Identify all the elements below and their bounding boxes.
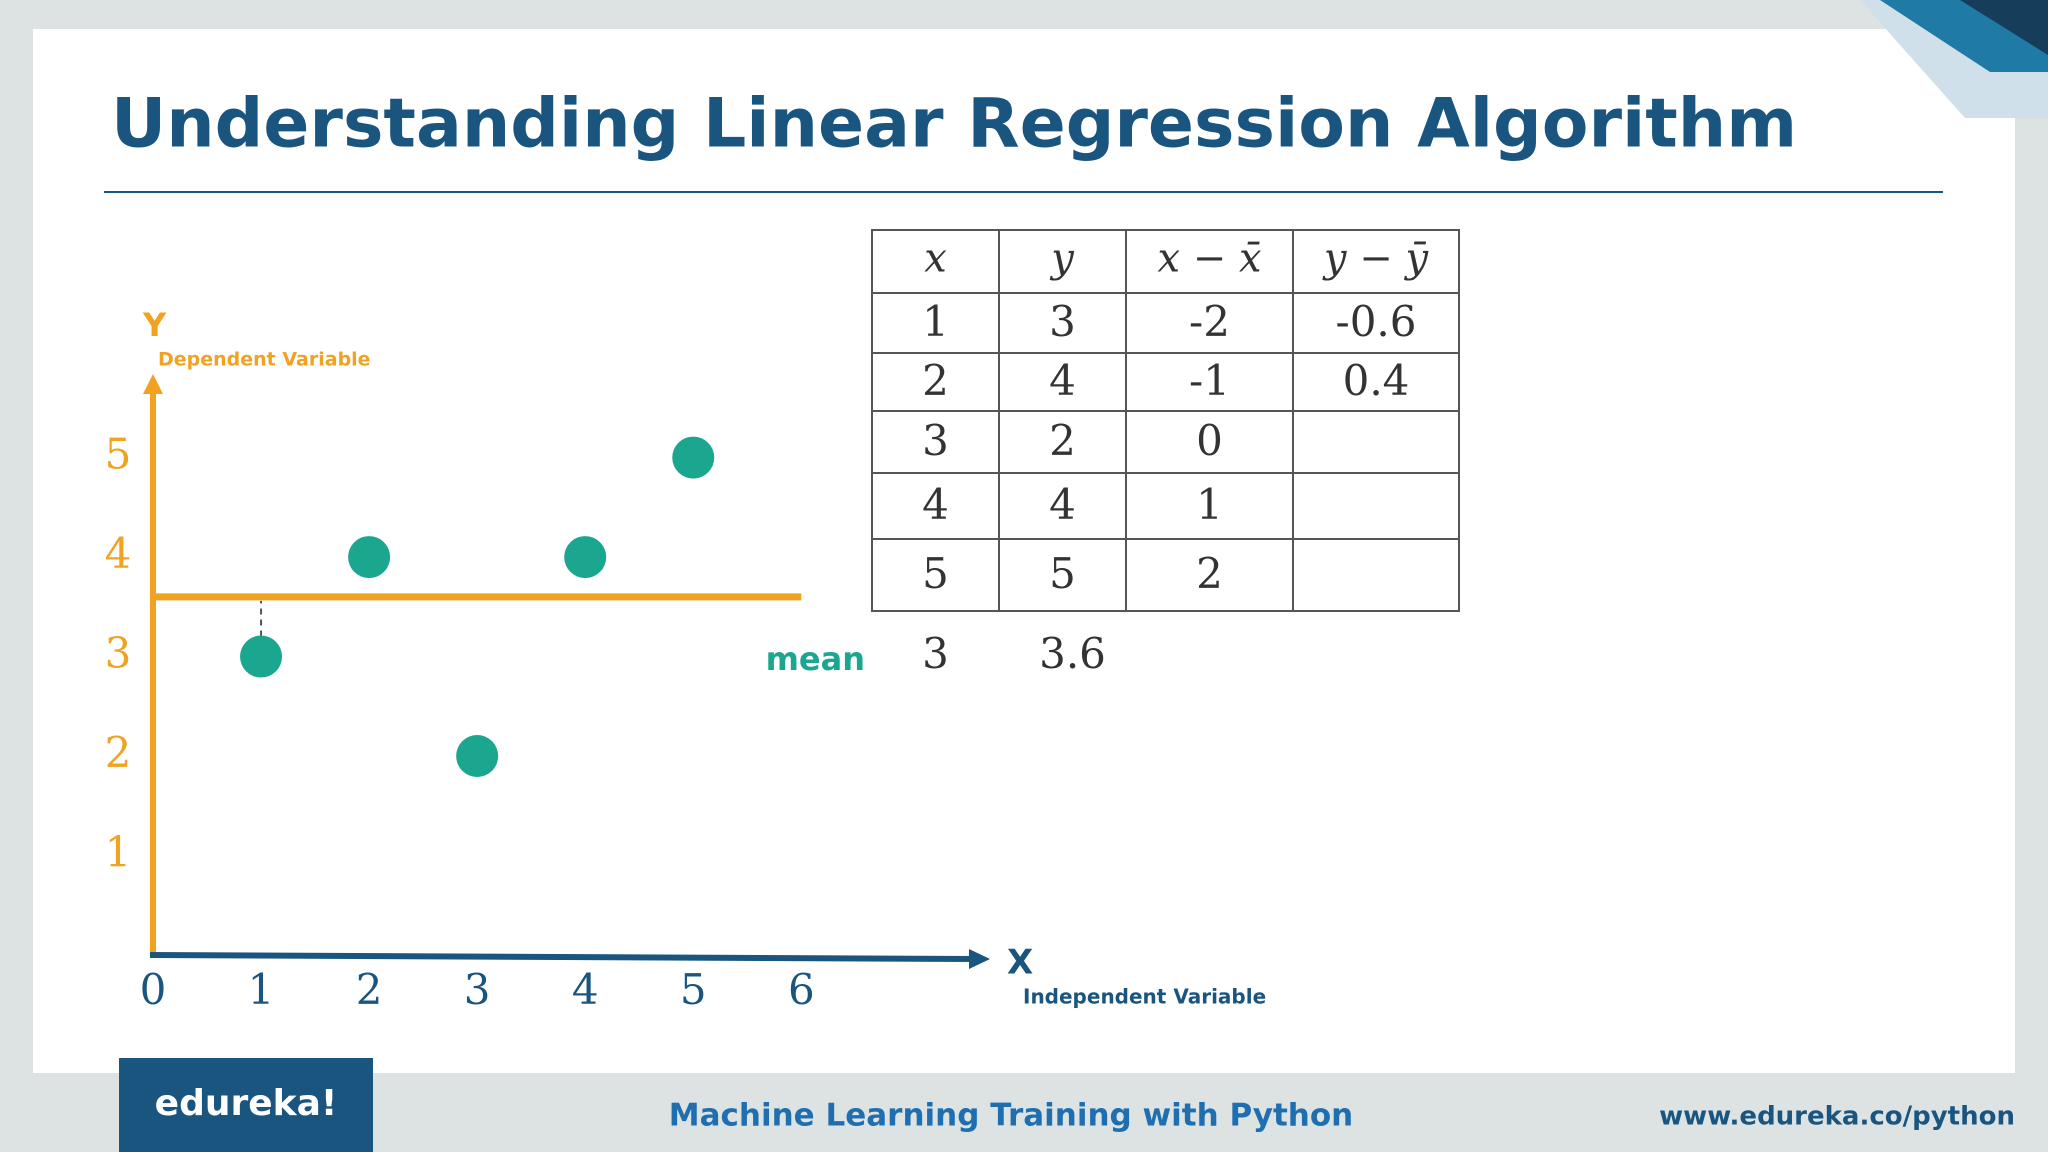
table-cell: 5 [1049,549,1076,598]
table-cell: 5 [922,549,949,598]
table: x y x − x̄ y − ȳ 1 3 -2 -0.6 2 4 -1 0.4 3 2 0 4 4 1 5 5 2 mea… [766,229,1460,678]
y-tick-label: 3 [105,629,132,678]
table-cell: 4 [1049,480,1076,529]
table-cell: 2 [922,356,949,405]
y-tick-label: 1 [105,828,132,877]
x-axis [149,952,974,962]
x-tick-label: 3 [464,965,491,1014]
table-header: y [1049,236,1075,282]
table-cell: 4 [1049,356,1076,405]
x-tick-label: 6 [788,965,815,1014]
table-cell: 1 [1196,480,1223,529]
x-tick-label: 5 [680,965,707,1014]
mean-label: mean [766,640,865,678]
mean-value: 3.6 [1039,629,1106,678]
table-header: x − x̄ [1157,236,1261,282]
point [564,536,607,579]
point [240,635,283,678]
point [672,436,715,479]
table-cell: -2 [1189,297,1230,346]
table-cell: 4 [922,480,949,529]
y-tick-label: 5 [105,430,132,479]
x-axis-label: X [1007,943,1033,983]
slide-background [33,29,2015,1073]
title: Understanding Linear Regression Algorith… [111,85,1797,164]
table-cell: 3 [1049,297,1076,346]
url: www.edureka.co/python [1659,1102,2015,1132]
table-cell: 0.4 [1343,356,1410,405]
x-axis-arrow [969,949,990,969]
decoration [1960,0,2048,55]
course-title: Machine Learning Training with Python [669,1098,1353,1134]
table-cell: -0.6 [1336,297,1417,346]
point [456,735,499,778]
x-tick-label: 4 [572,965,599,1014]
x-tick-label: 2 [356,965,383,1014]
y-tick-label: 2 [105,728,132,777]
table-cell: -1 [1189,356,1230,405]
x-axis-sublabel: Independent Variable [1023,985,1266,1009]
y-tick-label: 4 [105,529,132,578]
table-frame [871,229,1460,612]
table-header: x [924,236,947,282]
x-tick-label: 1 [248,965,275,1014]
x-tick-label: 0 [140,965,167,1014]
table-header: y − ȳ [1322,236,1430,282]
point [348,536,391,579]
logo: edureka! [155,1083,338,1124]
y-axis-arrow [143,374,163,394]
table-cell: 2 [1196,549,1223,598]
table-cell: 0 [1196,416,1223,465]
y-axis-sublabel: Dependent Variable [158,349,371,371]
mean-value: 3 [922,629,949,678]
table-cell: 1 [922,297,949,346]
table-cell: 2 [1049,416,1076,465]
logo-box [119,1058,373,1152]
table-cell: 3 [922,416,949,465]
y-axis-label: Y [142,306,167,344]
